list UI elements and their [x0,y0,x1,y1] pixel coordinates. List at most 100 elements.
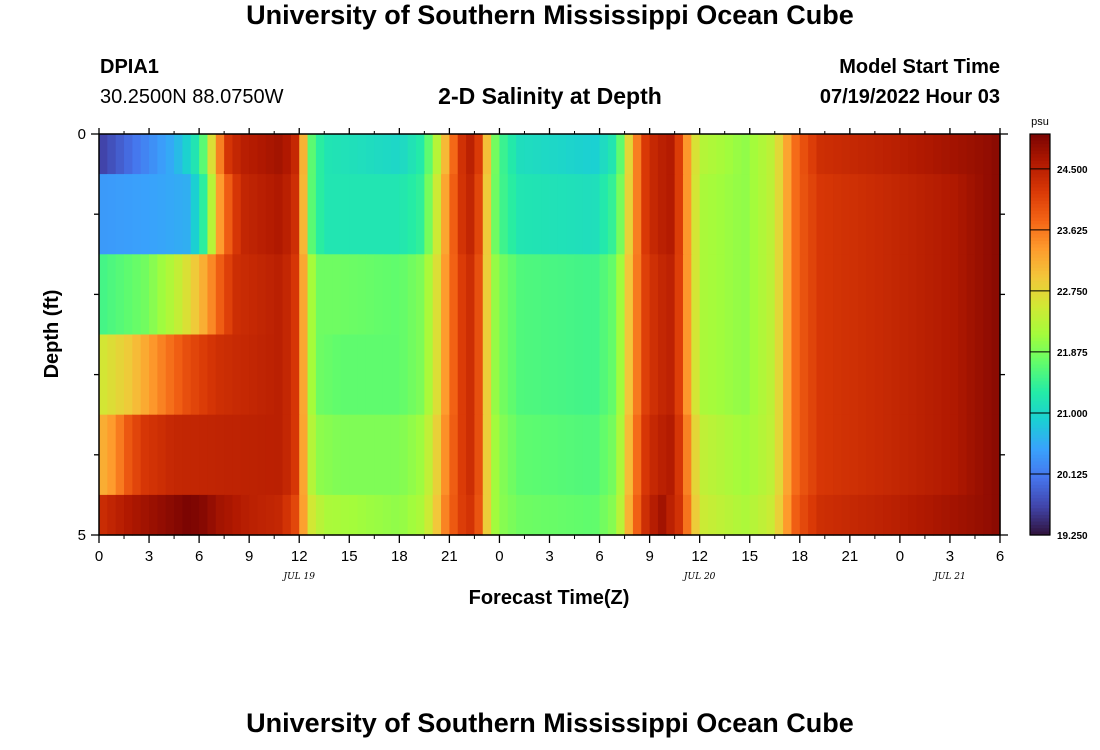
heatmap-cell [657,174,667,255]
heatmap-cell [324,414,334,496]
heatmap-cell [624,334,634,416]
heatmap-cell [340,414,350,496]
heatmap-cell [949,174,959,255]
colorbar-segment [1030,351,1050,356]
colorbar-segment [1030,160,1050,165]
heatmap-cell [791,494,801,536]
heatmap-cell [599,414,609,496]
heatmap-cell [416,334,425,416]
heatmap-cell [199,494,209,536]
heatmap-cell [549,174,559,255]
heatmap-cell [874,174,884,255]
heatmap-cell [390,414,400,496]
colorbar-tick-label: 21.875 [1057,348,1088,359]
colorbar-segment [1030,281,1050,285]
colorbar-segment [1030,491,1050,496]
heatmap-cell [382,414,392,496]
heatmap-cell [541,494,551,536]
heatmap-cell [866,134,876,175]
heatmap-cell [958,334,968,416]
heatmap-cell [315,254,325,336]
heatmap-cell [824,414,834,496]
heatmap-cell [190,134,200,175]
heatmap-cell [541,414,551,496]
heatmap-cell [524,134,534,175]
heatmap-cell [232,334,242,416]
heatmap-cell [407,414,417,496]
heatmap-cell [224,254,234,336]
heatmap-cell [591,254,601,336]
heatmap-cell [858,134,868,175]
colorbar-segment [1030,331,1050,336]
heatmap-cell [716,414,726,496]
heatmap-cell [691,134,701,175]
heatmap-cell [249,134,259,175]
x-tick-label: 6 [595,548,603,565]
heatmap-cell [674,494,684,536]
heatmap-cell [708,174,717,255]
heatmap-cell [849,414,859,496]
heatmap-cell [149,134,158,175]
heatmap-cell [641,414,651,496]
heatmap-cell [390,334,400,416]
heatmap-cell [774,174,784,255]
heatmap-cell [841,334,851,416]
heatmap-cell [407,174,417,255]
heatmap-cell [441,174,450,255]
colorbar-segment [1030,200,1050,205]
colorbar-segment [1030,250,1050,255]
colorbar-segment [1030,237,1050,242]
heatmap-cell [516,494,526,536]
heatmap-cell [107,494,117,536]
heatmap-cell [716,334,726,416]
heatmap-cell [958,174,968,255]
heatmap-cell [616,494,626,536]
heatmap-cell [991,494,1001,536]
heatmap-cell [924,174,934,255]
colorbar: psu 24.500 23.625 22.750 21.875 21.000 20.125 1… [1029,116,1088,542]
heatmap-cell [774,134,784,175]
heatmap-cell [257,494,267,536]
heatmap-cell [199,254,209,336]
heatmap-cell [224,134,234,175]
colorbar-segment [1030,224,1050,229]
heatmap-cell [466,174,476,255]
heatmap-cell [682,334,692,416]
heatmap-cell [399,414,409,496]
heatmap-cell [941,134,951,175]
heatmap-cell [674,334,684,416]
heatmap-cell [290,134,300,175]
heatmap-cell [215,134,225,175]
heatmap-cell [524,174,534,255]
heatmap-cell [532,414,542,496]
heatmap-cell [265,174,275,255]
heatmap-cell [641,334,651,416]
heatmap-cell [274,494,284,536]
heatmap-cell [691,334,701,416]
heatmap-cell [190,254,200,336]
heatmap-cell [566,334,576,416]
heatmap-cell [240,134,250,175]
heatmap-cell [365,494,375,536]
heatmap-cell [282,494,292,536]
heatmap-cell [916,174,926,255]
colorbar-segment [1030,334,1050,339]
heatmap-cell [883,174,893,255]
heatmap-cell [174,494,184,536]
heatmap-cell [416,254,425,336]
colorbar-segment [1030,150,1050,155]
heatmap-cell [891,134,901,175]
heatmap-cell [157,494,167,536]
heatmap-cell [174,334,184,416]
heatmap-cell [365,174,375,255]
heatmap-cell [599,134,609,175]
heatmap-cell [399,334,409,416]
heatmap-cell [332,334,342,416]
colorbar-segment [1030,521,1050,526]
heatmap-cell [549,414,559,496]
heatmap-cell [357,334,367,416]
x-tick-label: 6 [996,548,1004,565]
heatmap-cell [174,414,184,496]
heatmap-cell [115,254,125,336]
colorbar-segment [1030,424,1050,429]
